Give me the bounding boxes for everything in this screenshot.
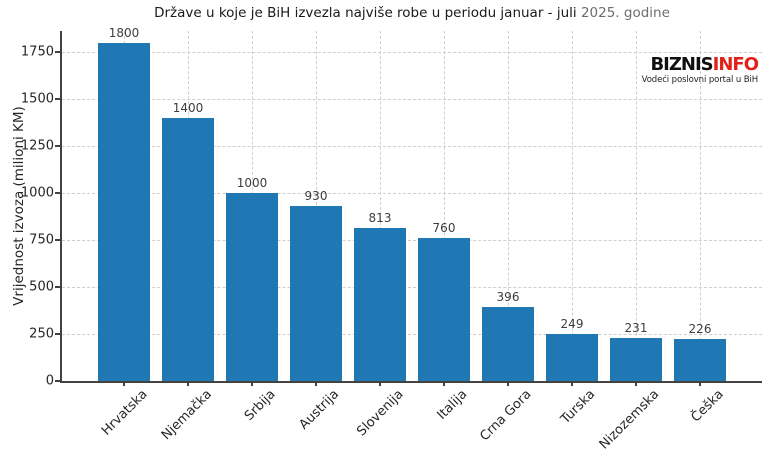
x-tick-mark bbox=[699, 381, 701, 386]
y-tick-label: 1750 bbox=[20, 44, 54, 60]
bar-value-label: 930 bbox=[304, 189, 328, 204]
bar-njemačka bbox=[162, 118, 214, 381]
y-tick-label: 1250 bbox=[20, 138, 54, 154]
y-axis-label: Vrijednost izvoza (milioni KM) bbox=[11, 106, 27, 306]
bar-češka bbox=[674, 338, 726, 381]
y-tick-label: 500 bbox=[29, 279, 54, 295]
gridline-y-500 bbox=[62, 287, 762, 289]
y-tick-label: 1000 bbox=[20, 185, 54, 201]
bar-value-label: 1400 bbox=[172, 101, 204, 116]
gridline-x-češka bbox=[700, 31, 701, 381]
plot-area: 0 250 500 750 1000 1250 1500 1750 1800 Hrvatska 14… bbox=[21, 26, 762, 453]
bar-value-label: 760 bbox=[432, 221, 456, 236]
bar-value-label: 1800 bbox=[108, 26, 140, 41]
x-tick-label-turska: Turska bbox=[558, 387, 599, 428]
y-tick-mark bbox=[55, 192, 62, 195]
x-tick-label-italija: Italija bbox=[434, 387, 471, 423]
gridline-y-1250 bbox=[62, 146, 762, 148]
x-tick-label-hrvatska: Hrvatska bbox=[99, 387, 151, 439]
gridline-x-slovenija bbox=[380, 31, 381, 381]
x-tick-label-njemačka: Njemačka bbox=[158, 387, 215, 444]
gridline-x-turska bbox=[572, 31, 573, 381]
x-tick-label-crna-gora: Crna Gora bbox=[477, 387, 535, 445]
chart-title-year: 2025. godine bbox=[580, 5, 670, 21]
gridline-x-nizozemska bbox=[636, 31, 637, 381]
x-tick-mark bbox=[251, 381, 253, 386]
x-tick-mark bbox=[571, 381, 573, 386]
x-tick-label-austrija: Austrija bbox=[296, 387, 343, 433]
bar-value-label: 1000 bbox=[236, 176, 268, 191]
y-tick-mark bbox=[55, 239, 62, 242]
x-tick-label-slovenija: Slovenija bbox=[354, 387, 407, 440]
x-tick-mark bbox=[187, 381, 189, 386]
y-tick-label: 250 bbox=[29, 326, 54, 342]
x-tick-mark bbox=[443, 381, 445, 386]
y-tick-mark bbox=[55, 98, 62, 101]
gridline-x-crna-gora bbox=[508, 31, 509, 381]
x-tick-label-nizozemska: Nizozemska bbox=[597, 387, 663, 453]
bar-srbija bbox=[226, 193, 278, 381]
y-tick-label: 0 bbox=[45, 373, 54, 389]
biznisinfo-logo: BIZNISINFO Vodeći poslovni portal u BiH bbox=[641, 54, 759, 86]
logo-biznis: BIZNIS bbox=[650, 54, 713, 75]
logo-tagline: Vodeći poslovni portal u BiH bbox=[641, 75, 758, 85]
bar-value-label: 813 bbox=[368, 211, 392, 226]
gridline-y-1000 bbox=[62, 193, 762, 195]
chart-title-main: Države u koje je BiH izvezla najviše rob… bbox=[154, 5, 577, 21]
gridline-y-250 bbox=[62, 334, 762, 336]
x-tick-mark bbox=[123, 381, 125, 386]
y-tick-mark bbox=[55, 333, 62, 336]
y-tick-mark bbox=[55, 51, 62, 54]
bar-value-label: 396 bbox=[496, 289, 520, 304]
bar-value-label: 249 bbox=[560, 317, 584, 332]
bar-value-label: 231 bbox=[624, 320, 648, 335]
bar-hrvatska bbox=[98, 43, 150, 381]
chart-title: Države u koje je BiH izvezla najviše rob… bbox=[62, 5, 762, 21]
x-tick-mark bbox=[635, 381, 637, 386]
x-tick-mark bbox=[507, 381, 509, 386]
x-tick-mark bbox=[315, 381, 317, 386]
gridline-y-750 bbox=[62, 240, 762, 242]
gridline-y-1500 bbox=[62, 99, 762, 101]
gridline-x-austrija bbox=[316, 31, 317, 381]
x-tick-mark bbox=[379, 381, 381, 386]
y-axis-spine bbox=[60, 31, 62, 381]
x-tick-label-češka: Češka bbox=[688, 387, 727, 426]
bar-value-label: 226 bbox=[688, 321, 712, 336]
logo-info: INFO bbox=[712, 54, 759, 75]
bar-austrija bbox=[290, 206, 342, 381]
y-tick-mark bbox=[55, 380, 62, 382]
y-tick-label: 750 bbox=[29, 232, 54, 248]
x-tick-label-srbija: Srbija bbox=[241, 387, 279, 424]
gridline-x-italija bbox=[444, 31, 445, 381]
bar-italija bbox=[418, 238, 470, 381]
gridline-y-1750 bbox=[62, 52, 762, 54]
x-axis-spine bbox=[60, 381, 762, 383]
bar-nizozemska bbox=[610, 337, 662, 381]
bar-slovenija bbox=[354, 228, 406, 381]
bar-crna-gora bbox=[482, 306, 534, 381]
y-tick-mark bbox=[55, 286, 62, 289]
y-tick-mark bbox=[55, 145, 62, 148]
biznisinfo-logo-text: BIZNISINFO bbox=[642, 54, 759, 75]
bar-turska bbox=[546, 334, 598, 381]
y-tick-label: 1500 bbox=[20, 91, 54, 107]
